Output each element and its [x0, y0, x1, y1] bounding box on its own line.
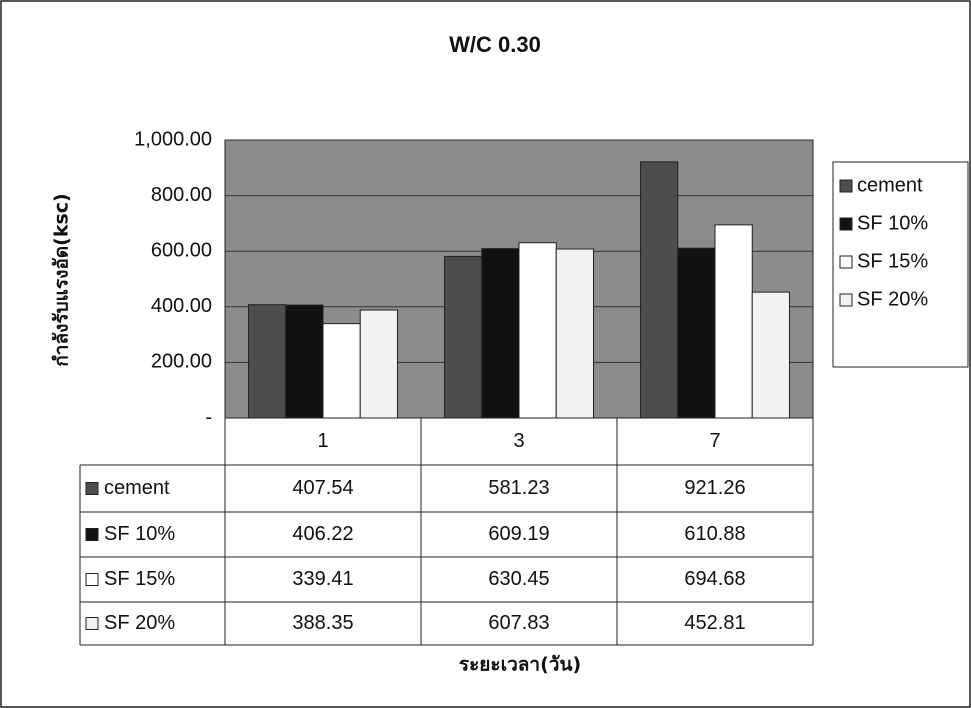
bar: [322, 323, 361, 419]
table-value: 607.83: [488, 612, 549, 634]
bar: [555, 248, 594, 419]
legend-box: [832, 161, 969, 368]
legend-label: SF 10%: [857, 212, 928, 234]
bar: [359, 309, 398, 419]
bar: [285, 304, 324, 419]
table-value: 610.88: [684, 523, 745, 545]
bar: [714, 224, 753, 419]
table-value: 581.23: [488, 477, 549, 499]
legend-key: [839, 217, 853, 231]
table-row-label: SF 20%: [104, 612, 175, 634]
legend-key: [839, 293, 853, 307]
bar: [677, 247, 716, 419]
bar: [444, 255, 483, 419]
bar: [640, 161, 679, 419]
table-legend-key: [85, 617, 99, 630]
table-legend-key: [85, 573, 99, 586]
x-tick-label: 3: [513, 430, 524, 452]
y-tick-label: 400.00: [151, 295, 212, 317]
bar: [248, 304, 287, 419]
y-axis-title: กำลังรับแรงอัด(ksc): [51, 193, 73, 366]
x-tick-label: 7: [709, 430, 720, 452]
y-tick-label: -: [205, 406, 212, 428]
table-value: 339.41: [292, 568, 353, 590]
table-value: 406.22: [292, 523, 353, 545]
y-tick-label: 800.00: [151, 184, 212, 206]
table-value: 609.19: [488, 523, 549, 545]
table-value: 630.45: [488, 568, 549, 590]
bar: [518, 242, 557, 419]
x-axis-title: ระยะเวลา(วัน): [459, 654, 581, 676]
table-row-label: cement: [104, 477, 170, 499]
table-row-label: SF 10%: [104, 523, 175, 545]
table-value: 694.68: [684, 568, 745, 590]
table-legend-key: [85, 528, 99, 541]
bar: [481, 248, 520, 419]
bar: [751, 291, 790, 419]
y-tick-label: 200.00: [151, 351, 212, 373]
legend-label: cement: [857, 174, 923, 196]
chart-title: W/C 0.30: [449, 32, 541, 57]
table-value: 452.81: [684, 612, 745, 634]
legend-label: SF 15%: [857, 250, 928, 272]
table-value: 921.26: [684, 477, 745, 499]
legend-key: [839, 179, 853, 193]
table-legend-key: [85, 482, 99, 495]
x-tick-label: 1: [317, 430, 328, 452]
table-row-label: SF 15%: [104, 568, 175, 590]
table-value: 388.35: [292, 612, 353, 634]
table-value: 407.54: [292, 477, 353, 499]
legend-label: SF 20%: [857, 288, 928, 310]
legend-key: [839, 255, 853, 269]
y-tick-label: 600.00: [151, 239, 212, 261]
y-tick-label: 1,000.00: [134, 128, 212, 150]
